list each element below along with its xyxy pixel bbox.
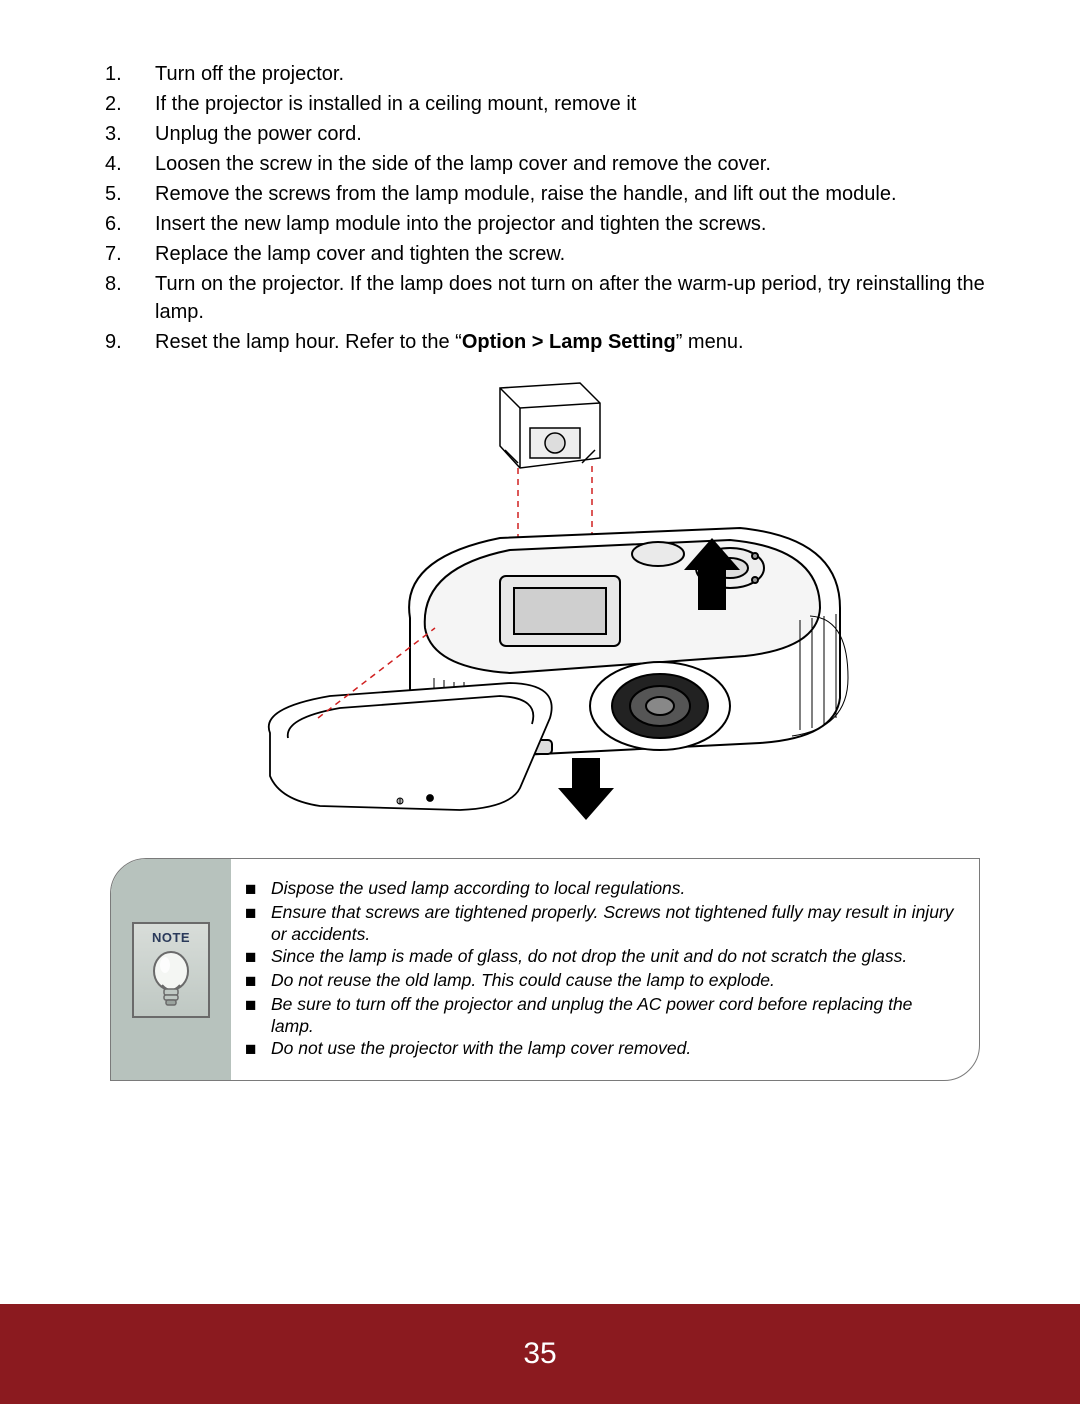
note-item: ■Do not use the projector with the lamp … xyxy=(245,1038,959,1061)
bullet-icon: ■ xyxy=(245,902,271,945)
step-num: 1. xyxy=(105,60,155,88)
step-num: 9. xyxy=(105,328,155,356)
step-pre: Reset the lamp hour. Refer to the “ xyxy=(155,331,462,353)
note-content: ■Dispose the used lamp according to loca… xyxy=(231,859,979,1080)
note-item: ■Do not reuse the old lamp. This could c… xyxy=(245,970,959,993)
note-icon-card: NOTE xyxy=(132,922,210,1018)
step-text: If the projector is installed in a ceili… xyxy=(155,90,985,118)
page-footer: 35 xyxy=(0,1304,1080,1404)
note-box: NOTE ■Dispose the used lamp according to… xyxy=(110,858,980,1081)
step-post: ” menu. xyxy=(676,331,744,353)
note-item: ■Dispose the used lamp according to loca… xyxy=(245,878,959,901)
projector-diagram xyxy=(200,378,890,838)
step-num: 4. xyxy=(105,150,155,178)
step-9: 9. Reset the lamp hour. Refer to the “Op… xyxy=(105,328,985,356)
step-text: Reset the lamp hour. Refer to the “Optio… xyxy=(155,328,985,356)
step-text: Insert the new lamp module into the proj… xyxy=(155,210,985,238)
note-item: ■Ensure that screws are tightened proper… xyxy=(245,902,959,945)
note-text: Ensure that screws are tightened properl… xyxy=(271,902,959,945)
note-label: NOTE xyxy=(152,930,190,945)
step-text: Turn off the projector. xyxy=(155,60,985,88)
step-num: 7. xyxy=(105,240,155,268)
step-num: 2. xyxy=(105,90,155,118)
note-item: ■Be sure to turn off the projector and u… xyxy=(245,994,959,1037)
diagram-container xyxy=(105,358,985,848)
step-2: 2.If the projector is installed in a cei… xyxy=(105,90,985,118)
note-text: Do not reuse the old lamp. This could ca… xyxy=(271,970,959,993)
bullet-icon: ■ xyxy=(245,994,271,1037)
step-text: Loosen the screw in the side of the lamp… xyxy=(155,150,985,178)
note-item: ■Since the lamp is made of glass, do not… xyxy=(245,946,959,969)
note-text: Since the lamp is made of glass, do not … xyxy=(271,946,959,969)
bullet-icon: ■ xyxy=(245,970,271,993)
step-text: Turn on the projector. If the lamp does … xyxy=(155,270,985,326)
note-text: Be sure to turn off the projector and un… xyxy=(271,994,959,1037)
step-num: 6. xyxy=(105,210,155,238)
lightbulb-icon xyxy=(146,949,196,1011)
note-list: ■Dispose the used lamp according to loca… xyxy=(245,878,959,1061)
step-bold: Option > Lamp Setting xyxy=(462,331,676,353)
step-num: 8. xyxy=(105,270,155,326)
instruction-list: 1.Turn off the projector. 2.If the proje… xyxy=(105,60,985,356)
step-5: 5.Remove the screws from the lamp module… xyxy=(105,180,985,208)
step-num: 5. xyxy=(105,180,155,208)
step-4: 4.Loosen the screw in the side of the la… xyxy=(105,150,985,178)
step-8: 8.Turn on the projector. If the lamp doe… xyxy=(105,270,985,326)
bullet-icon: ■ xyxy=(245,946,271,969)
step-7: 7.Replace the lamp cover and tighten the… xyxy=(105,240,985,268)
step-1: 1.Turn off the projector. xyxy=(105,60,985,88)
page-number: 35 xyxy=(523,1337,556,1371)
step-text: Remove the screws from the lamp module, … xyxy=(155,180,985,208)
step-text: Replace the lamp cover and tighten the s… xyxy=(155,240,985,268)
step-6: 6.Insert the new lamp module into the pr… xyxy=(105,210,985,238)
step-num: 3. xyxy=(105,120,155,148)
bullet-icon: ■ xyxy=(245,1038,271,1061)
note-text: Do not use the projector with the lamp c… xyxy=(271,1038,959,1061)
bullet-icon: ■ xyxy=(245,878,271,901)
step-text: Unplug the power cord. xyxy=(155,120,985,148)
step-3: 3.Unplug the power cord. xyxy=(105,120,985,148)
note-sidebar: NOTE xyxy=(111,859,231,1080)
note-text: Dispose the used lamp according to local… xyxy=(271,878,959,901)
